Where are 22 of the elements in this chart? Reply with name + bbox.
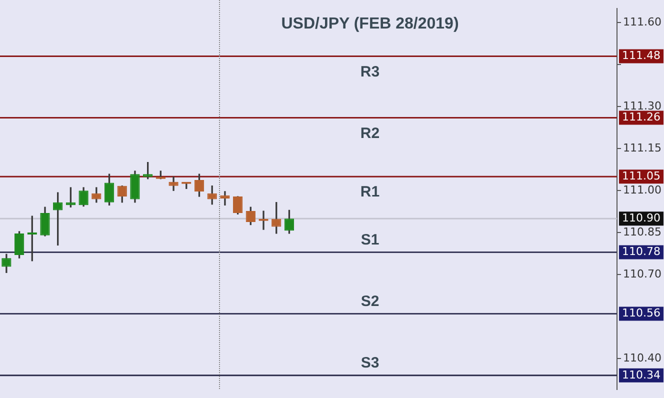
ref-line-label: R2 (360, 124, 380, 142)
text: 110.56 (622, 306, 660, 320)
text: 110.34 (622, 368, 660, 382)
candlestick (220, 191, 230, 206)
y-tick-label: 110.40 (623, 351, 662, 364)
y-tick-label: 111.60 (623, 15, 662, 28)
y-tick-label: 110.70 (623, 267, 662, 280)
text: 110.78 (622, 245, 660, 258)
text: 111.05 (622, 169, 660, 182)
ref-line-label: R3 (360, 63, 380, 80)
text: 111.48 (622, 49, 660, 62)
ref-line-label: R1 (360, 184, 380, 201)
y-tick-label: 110.85 (623, 225, 662, 238)
y-tick-label: 111.00 (623, 183, 662, 196)
ref-line-label: S3 (360, 354, 380, 372)
chart-title: USD/JPY (FEB 28/2019) (281, 15, 459, 32)
text: 111.26 (622, 110, 660, 124)
ref-line-label: S1 (360, 231, 380, 248)
text: 110.90 (622, 211, 660, 224)
y-tick-label: 111.15 (623, 141, 662, 154)
ref-line-label: S2 (360, 292, 380, 310)
y-tick-label: 111.30 (623, 99, 662, 112)
